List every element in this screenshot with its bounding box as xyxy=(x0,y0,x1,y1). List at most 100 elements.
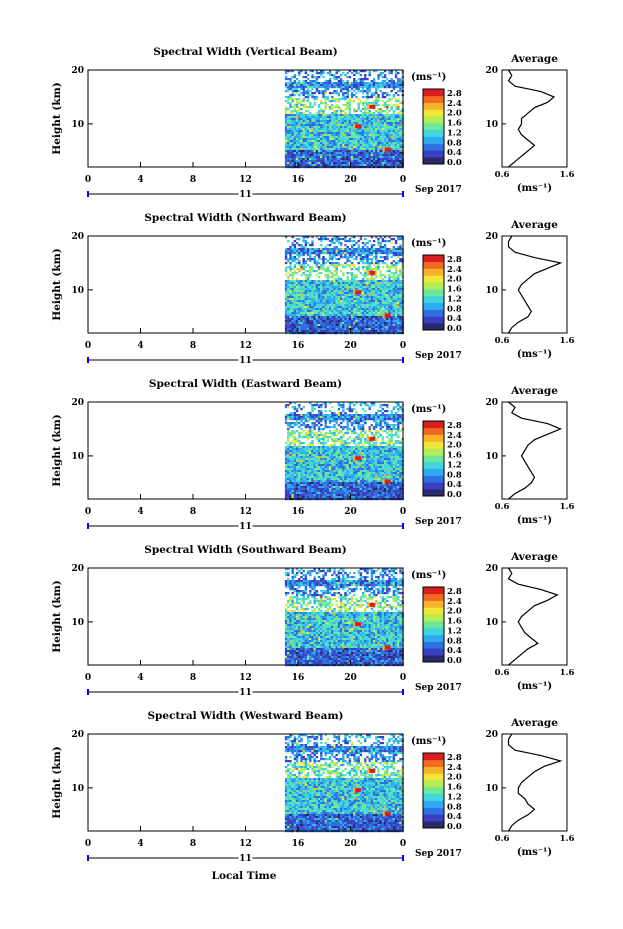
colorbar-band xyxy=(423,607,444,615)
y-axis-label: Height (km) xyxy=(51,248,63,320)
x-tick-label: 4 xyxy=(137,673,143,683)
average-unit: (ms⁻¹) xyxy=(517,847,552,858)
colorbar-band xyxy=(423,434,444,442)
colorbar-band xyxy=(423,600,444,608)
colorbar-frame xyxy=(422,254,445,331)
colorbar-band xyxy=(423,302,444,310)
x-tick-label: 12 xyxy=(239,341,252,351)
colorbar-tick-label: 0.4 xyxy=(447,480,462,490)
colorbar-tick-label: 2.8 xyxy=(447,89,462,99)
avg-x-tick-label: 0.6 xyxy=(495,336,510,346)
x-tick-label: 4 xyxy=(137,175,143,185)
average-frame xyxy=(501,69,568,168)
avg-y-tick-label: 20 xyxy=(485,398,498,408)
day-label: 11 xyxy=(239,356,252,366)
colorbar-tick-label: 1.6 xyxy=(447,617,462,627)
x-tick-label: 16 xyxy=(292,673,305,683)
colorbar-tick-label: 0.4 xyxy=(447,646,462,656)
y-tick-label: 20 xyxy=(71,564,84,574)
average-profile-line xyxy=(507,567,559,666)
colorbar-tick-label: 1.2 xyxy=(447,792,462,802)
colorbar-tick-label: 0.8 xyxy=(447,138,462,148)
heatmap-cells xyxy=(284,70,404,169)
average-unit: (ms⁻¹) xyxy=(517,515,552,526)
colorbar-tick-label: 0.4 xyxy=(447,812,462,822)
x-tick-label: 12 xyxy=(239,507,252,517)
panel-title: Spectral Width (Westward Beam) xyxy=(147,710,343,722)
day-label: 11 xyxy=(239,688,252,698)
colorbar-tick-label: 0.0 xyxy=(447,822,462,832)
average-title: Average xyxy=(510,717,558,729)
colorbar-band xyxy=(423,421,444,429)
panel-title: Spectral Width (Southward Beam) xyxy=(144,544,346,556)
colorbar-unit: (ms⁻¹) xyxy=(411,404,446,415)
x-tick-label: 8 xyxy=(190,839,196,849)
panel-4: Spectral Width (Southward Beam) 20 10 Heigh… xyxy=(51,544,574,698)
colorbar-tick-label: 0.8 xyxy=(447,470,462,480)
avg-x-tick-label: 0.6 xyxy=(495,668,510,678)
colorbar-tick-label: 1.2 xyxy=(447,294,462,304)
colorbar-tick-label: 2.4 xyxy=(447,99,462,109)
avg-y-tick-label: 20 xyxy=(485,564,498,574)
colorbar-tick-label: 1.2 xyxy=(447,128,462,138)
hotspot xyxy=(369,768,376,773)
colorbar-band xyxy=(423,129,444,138)
colorbar-band xyxy=(423,441,444,449)
panel-1: Spectral Width (Vertical Beam) 20 10 Height… xyxy=(51,46,574,200)
month-label: Sep 2017 xyxy=(415,517,462,527)
colorbar-band xyxy=(423,282,444,290)
avg-y-tick-label: 20 xyxy=(485,66,498,76)
colorbar-band xyxy=(423,143,444,151)
colorbar-tick-label: 0.4 xyxy=(447,314,462,324)
colorbar-tick-label: 2.0 xyxy=(447,441,462,451)
hotspot xyxy=(384,313,391,318)
colorbar-tick-label: 1.6 xyxy=(447,783,462,793)
colorbar-unit: (ms⁻¹) xyxy=(411,238,446,249)
colorbar-band xyxy=(423,821,444,829)
colorbar-band xyxy=(423,627,444,636)
y-axis-label: Height (km) xyxy=(51,82,63,154)
x-tick-label: 16 xyxy=(292,341,305,351)
colorbar-band xyxy=(423,793,444,802)
colorbar-band xyxy=(423,807,444,815)
colorbar-band xyxy=(423,89,444,97)
x-tick-label: 0 xyxy=(85,507,91,517)
colorbar-band xyxy=(423,475,444,483)
month-label: Sep 2017 xyxy=(415,185,462,195)
average-unit: (ms⁻¹) xyxy=(517,349,552,360)
x-tick-label: 8 xyxy=(190,341,196,351)
x-tick-label: 0 xyxy=(85,673,91,683)
average-profile-line xyxy=(508,401,563,500)
colorbar-frame xyxy=(422,752,445,829)
colorbar-frame xyxy=(422,88,445,165)
avg-y-tick-label: 10 xyxy=(485,286,498,296)
colorbar-tick-label: 2.0 xyxy=(447,109,462,119)
month-label: Sep 2017 xyxy=(415,351,462,361)
colorbar-band xyxy=(423,116,444,124)
colorbar-tick-label: 2.0 xyxy=(447,275,462,285)
average-unit: (ms⁻¹) xyxy=(517,183,552,194)
hotspot xyxy=(384,479,391,484)
avg-x-tick-label: 1.6 xyxy=(560,336,575,346)
y-tick-label: 10 xyxy=(71,618,84,628)
avg-y-tick-label: 10 xyxy=(485,618,498,628)
panel-2: Spectral Width (Northward Beam) 20 10 Heigh… xyxy=(51,212,574,366)
colorbar-band xyxy=(423,455,444,463)
colorbar-band xyxy=(423,255,444,263)
x-tick-label: 20 xyxy=(344,341,357,351)
colorbar-unit: (ms⁻¹) xyxy=(411,570,446,581)
heatmap-cells xyxy=(284,568,404,667)
hotspot xyxy=(384,147,391,152)
colorbar-band xyxy=(423,780,444,788)
colorbar-band xyxy=(423,323,444,331)
average-title: Average xyxy=(510,219,558,231)
colorbar-band xyxy=(423,489,444,497)
x-tick-label: 20 xyxy=(344,175,357,185)
colorbar-band xyxy=(423,634,444,642)
colorbar-band xyxy=(423,123,444,131)
avg-y-tick-label: 10 xyxy=(485,452,498,462)
colorbar-band xyxy=(423,814,444,822)
colorbar-band xyxy=(423,268,444,276)
x-tick-label: 0 xyxy=(400,507,406,517)
x-axis-label: Local Time xyxy=(212,870,277,882)
